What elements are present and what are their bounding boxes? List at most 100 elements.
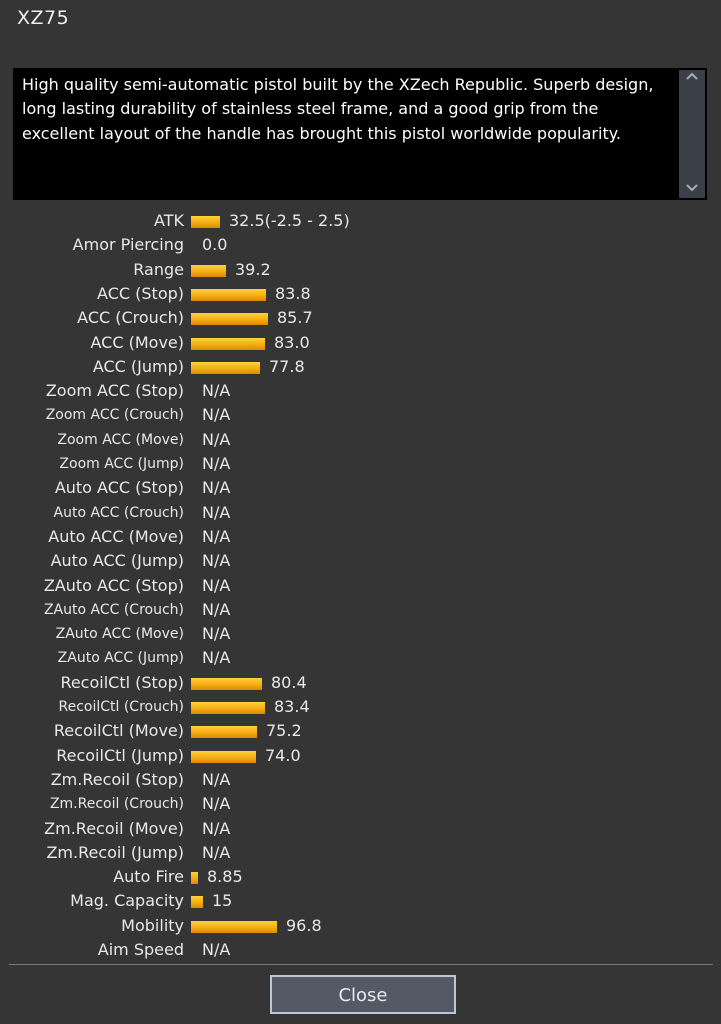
stat-label: ACC (Move): [90, 332, 184, 352]
stat-value: N/A: [202, 940, 231, 959]
stat-row: Zm.Recoil (Stop) N/A: [0, 768, 721, 792]
stat-value: 85.7: [277, 308, 313, 328]
stat-bar: [191, 677, 262, 690]
stat-value: 32.5(-2.5 - 2.5): [229, 211, 350, 230]
stat-value: N/A: [202, 551, 231, 571]
stat-row: ACC (Stop) 83.8: [0, 282, 721, 306]
stat-label: Aim Speed: [97, 940, 184, 959]
stat-bar: [191, 726, 257, 739]
stat-value: N/A: [202, 842, 231, 862]
stat-label: ZAuto ACC (Stop): [43, 575, 184, 595]
stat-label: ATK: [154, 211, 184, 230]
stat-label: Auto ACC (Stop): [54, 478, 184, 498]
stat-value: N/A: [202, 405, 231, 425]
stat-row: Auto ACC (Stop) N/A: [0, 476, 721, 500]
stat-row: Zoom ACC (Crouch) N/A: [0, 403, 721, 427]
stat-value: N/A: [202, 526, 231, 546]
stat-label: Zoom ACC (Jump): [59, 456, 184, 472]
stat-label: ACC (Stop): [97, 283, 184, 303]
stat-bar: [191, 702, 265, 714]
stat-row: Zm.Recoil (Jump) N/A: [0, 841, 721, 865]
stat-label: Zm.Recoil (Crouch): [49, 796, 184, 813]
stat-row: Zoom ACC (Stop) N/A: [0, 379, 721, 403]
stat-label: Auto Fire: [113, 867, 184, 887]
stat-value: N/A: [202, 818, 231, 838]
stat-value: N/A: [202, 599, 231, 619]
stat-value: N/A: [202, 454, 231, 473]
stat-value: 80.4: [271, 672, 307, 692]
stat-label: ACC (Crouch): [77, 308, 184, 328]
stat-row: RecoilCtl (Jump) 74.0: [0, 744, 721, 768]
stat-label: Zm.Recoil (Jump): [46, 842, 184, 862]
description-text: High quality semi-automatic pistol built…: [22, 75, 654, 143]
stat-value: 39.2: [235, 259, 271, 279]
stat-row: RecoilCtl (Stop) 80.4: [0, 671, 721, 695]
description-box: High quality semi-automatic pistol built…: [13, 68, 707, 200]
stat-value: N/A: [202, 381, 231, 401]
stat-label: Auto ACC (Move): [48, 526, 184, 546]
stat-value: N/A: [202, 794, 231, 814]
stat-value: 83.4: [274, 697, 310, 716]
stat-bar: [191, 750, 256, 763]
stat-value: 77.8: [269, 356, 305, 376]
stat-bar: [191, 216, 220, 228]
stat-label: RecoilCtl (Crouch): [58, 699, 184, 715]
stat-row: ACC (Jump) 77.8: [0, 355, 721, 379]
stat-value: 8.85: [207, 867, 243, 887]
chevron-down-icon[interactable]: [679, 182, 705, 198]
stat-bar: [191, 313, 268, 326]
divider: [9, 964, 713, 965]
stat-row: ZAuto ACC (Move) N/A: [0, 622, 721, 646]
stat-row: Zoom ACC (Move) N/A: [0, 428, 721, 452]
stat-value: 15: [212, 891, 233, 911]
stat-bar: [191, 872, 198, 885]
stat-label: Zoom ACC (Move): [57, 431, 184, 448]
chevron-up-icon[interactable]: [679, 70, 705, 86]
stat-row: Mag. Capacity 15: [0, 889, 721, 913]
stat-row: Auto ACC (Jump) N/A: [0, 549, 721, 573]
stat-value: N/A: [202, 478, 231, 498]
item-title: XZ75: [17, 7, 70, 29]
stat-bar: [191, 920, 277, 933]
stat-bar: [191, 337, 265, 350]
stat-value: N/A: [202, 502, 231, 522]
stat-row: Zoom ACC (Jump) N/A: [0, 452, 721, 476]
stat-value: N/A: [202, 648, 231, 668]
stat-row: Range 39.2: [0, 258, 721, 282]
stat-value: N/A: [202, 624, 231, 644]
description-scrollbar[interactable]: [679, 70, 705, 198]
stat-label: Amor Piercing: [72, 235, 184, 255]
stat-row: ATK 32.5(-2.5 - 2.5): [0, 209, 721, 233]
stat-value: 75.2: [266, 721, 302, 741]
stat-bar: [191, 288, 266, 301]
stat-bar: [191, 264, 226, 277]
stat-label: Zm.Recoil (Stop): [50, 769, 184, 789]
stat-row: Zm.Recoil (Crouch) N/A: [0, 792, 721, 816]
stat-row: RecoilCtl (Move) 75.2: [0, 719, 721, 743]
stat-row: Auto ACC (Crouch) N/A: [0, 501, 721, 525]
stat-label: Zoom ACC (Crouch): [45, 407, 184, 424]
stat-label: Zm.Recoil (Move): [44, 818, 184, 838]
stat-label: RecoilCtl (Move): [53, 721, 184, 741]
stat-label: ZAuto ACC (Move): [55, 626, 184, 643]
stat-row: ACC (Crouch) 85.7: [0, 306, 721, 330]
stat-bar: [191, 361, 260, 374]
stat-value: N/A: [202, 429, 231, 449]
stat-value: 83.8: [275, 283, 311, 303]
stat-row: ZAuto ACC (Jump) N/A: [0, 646, 721, 670]
stat-value: 0.0: [202, 235, 228, 255]
stat-row: Auto Fire 8.85: [0, 865, 721, 889]
stat-row: RecoilCtl (Crouch) 83.4: [0, 695, 721, 719]
stat-value: N/A: [202, 575, 231, 595]
stat-value: 83.0: [274, 332, 310, 352]
stat-value: N/A: [202, 769, 231, 789]
stat-label: Auto ACC (Jump): [50, 551, 184, 571]
stat-label: ZAuto ACC (Crouch): [43, 601, 184, 618]
stat-label: Mobility: [121, 915, 184, 935]
stat-label: Mag. Capacity: [70, 891, 184, 911]
stat-row: Amor Piercing 0.0: [0, 233, 721, 257]
close-button[interactable]: Close: [270, 975, 456, 1014]
stat-label: Auto ACC (Crouch): [53, 504, 184, 521]
stat-row: Aim Speed N/A: [0, 938, 721, 962]
stat-row: ZAuto ACC (Stop) N/A: [0, 574, 721, 598]
